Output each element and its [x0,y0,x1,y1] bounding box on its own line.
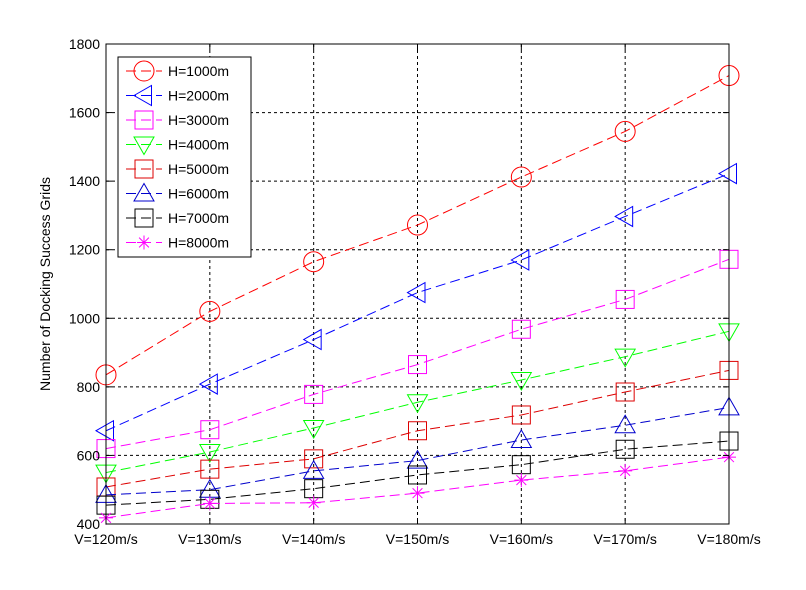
y-axis-ticks: 400 600 800 1000 1200 1400 1600 1800 [69,36,729,532]
data-point-H=6000m-4 [510,428,533,448]
data-point-H=4000m-3 [406,394,429,414]
data-point-H=2000m-5 [614,205,634,228]
data-point-H=1000m-5 [614,120,636,142]
legend-label: H=1000m [168,63,229,79]
data-point-H=8000m-2 [306,495,321,510]
data-point-H=4000m-1 [198,444,221,464]
data-point-H=5000m-3 [408,421,427,441]
legend-label: H=3000m [168,112,229,128]
data-point-H=8000m-1 [202,496,217,511]
x-tick-label: V=180m/s [697,531,760,547]
data-point-H=7000m-5 [615,439,635,459]
legend-marker [132,84,152,107]
series-H=5000m [96,360,739,497]
x-tick-label: V=170m/s [593,531,656,547]
data-point-H=4000m-4 [510,372,533,392]
x-tick-label: V=130m/s [178,531,241,547]
series-line-H=2000m [105,173,730,432]
data-point-H=2000m-1 [198,373,218,395]
data-point-H=1000m-1 [199,300,221,322]
data-point-H=8000m-3 [410,486,425,501]
legend-marker [133,182,155,202]
data-point-H=5000m-2 [304,449,324,469]
legend-marker [133,136,155,156]
y-tick-label: 1000 [69,310,100,326]
data-point-H=8000m-2-stroke [308,497,319,508]
legend-item-H=8000m: H=8000m [126,235,229,251]
legend-item-H=1000m: H=1000m [126,60,229,82]
x-tick-label: V=120m/s [74,531,137,547]
data-point-H=2000m-3 [406,281,426,304]
y-tick-label: 1600 [69,105,100,121]
series-line-H=4000m [105,330,730,474]
data-point-H=3000m-4 [511,319,531,339]
data-point-H=3000m-1 [200,420,220,440]
legend-label: H=5000m [168,161,229,177]
data-point-H=2000m-0 [94,419,114,442]
y-tick-label: 400 [77,516,101,532]
data-point-H=3000m-5 [615,289,635,309]
legend-item-H=4000m: H=4000m [126,136,229,156]
data-point-H=2000m-6 [717,162,737,185]
legend-item-H=5000m: H=5000m [126,159,229,179]
legend: H=1000m H=2000m H=3000m H=4000m H=5000m H=600… [117,56,252,258]
legend-label: H=4000m [168,137,229,153]
data-point-H=6000m-3 [406,449,429,469]
legend-marker [133,60,155,82]
series-H=3000m [96,249,739,459]
legend-label: H=6000m [168,186,229,202]
data-point-H=1000m-2 [303,251,325,273]
series-line-H=3000m [105,258,730,450]
legend-marker [134,208,154,228]
series-line-H=1000m [105,75,730,376]
data-point-H=6000m-2 [302,459,325,479]
data-point-H=1000m-4 [510,166,532,188]
legend-marker-stroke [138,237,150,248]
data-point-H=3000m-3 [408,355,427,375]
data-point-H=8000m-3-stroke [412,487,423,499]
data-point-H=5000m-5 [615,382,635,402]
data-point-H=4000m-2 [302,420,325,440]
series-layer [94,65,740,525]
legend-item-H=2000m: H=2000m [126,84,229,107]
legend-box [117,56,252,258]
y-tick-label: 1200 [69,242,100,258]
legend-marker [134,159,154,179]
x-tick-label: V=140m/s [282,531,345,547]
data-point-H=2000m-2 [302,328,322,351]
x-tick-label: V=160m/s [490,531,553,547]
y-tick-label: 1800 [69,36,100,52]
data-point-H=5000m-1 [200,459,220,479]
y-tick-label: 800 [77,379,101,395]
y-axis-label: Number of Docking Success Grids [37,177,53,391]
series-line-H=5000m [105,369,730,488]
data-point-H=8000m-5 [618,463,633,478]
legend-marker [137,235,151,250]
data-point-H=7000m-3 [408,465,427,485]
legend-label: H=8000m [168,235,229,251]
legend-item-H=3000m: H=3000m [126,110,229,130]
data-point-H=8000m-1-stroke [204,498,216,509]
legend-marker [134,110,154,130]
x-axis-ticks: V=120m/s V=130m/s V=140m/s V=150m/s V=160m/s… [74,44,761,547]
x-tick-label: V=150m/s [386,531,449,547]
legend-label: H=2000m [168,88,229,104]
data-point-H=1000m-3 [407,214,428,236]
legend-label: H=7000m [168,210,229,226]
series-H=1000m [95,65,740,386]
data-point-H=8000m-4 [514,473,529,488]
data-point-H=2000m-4 [510,249,530,271]
data-point-H=5000m-4 [511,405,531,425]
data-point-H=3000m-2 [304,384,324,404]
data-point-H=6000m-5 [614,414,637,434]
y-tick-label: 600 [77,447,101,463]
series-H=2000m [94,162,737,442]
data-point-H=8000m-5-stroke [619,465,631,477]
legend-item-H=6000m: H=6000m [126,182,229,202]
data-point-H=4000m-5 [614,348,637,368]
data-point-H=8000m-4-stroke [516,474,527,486]
y-tick-label: 1400 [69,173,100,189]
legend-item-H=7000m: H=7000m [126,208,229,228]
